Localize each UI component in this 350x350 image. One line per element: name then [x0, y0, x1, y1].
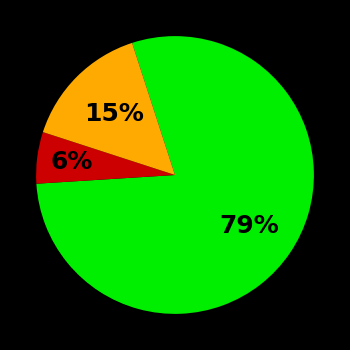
Wedge shape — [36, 36, 314, 314]
Text: 79%: 79% — [220, 214, 280, 238]
Text: 15%: 15% — [84, 102, 144, 126]
Wedge shape — [36, 132, 175, 184]
Text: 6%: 6% — [50, 150, 93, 174]
Wedge shape — [43, 43, 175, 175]
